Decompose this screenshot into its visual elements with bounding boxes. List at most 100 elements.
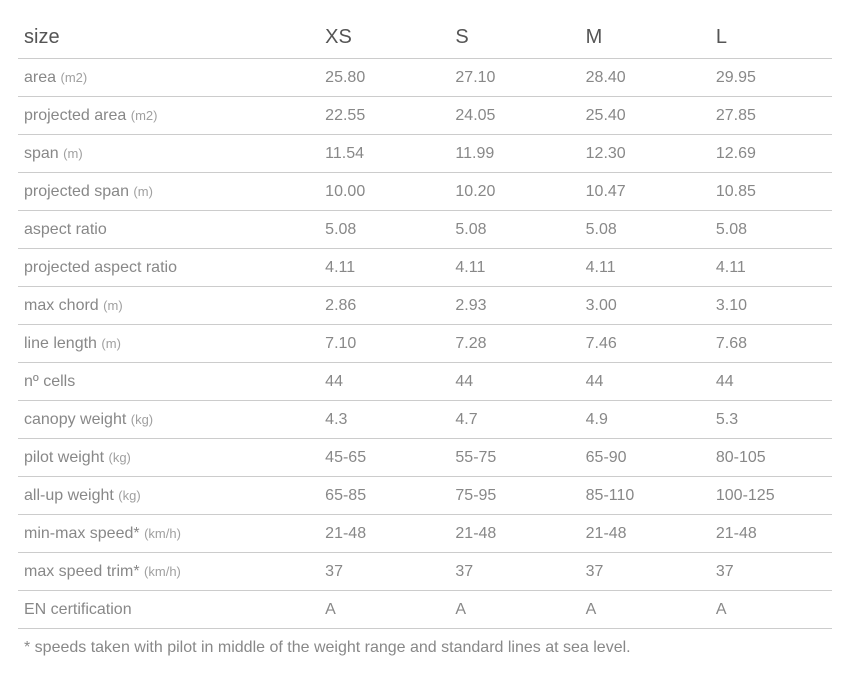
row-label-cell: canopy weight (kg) xyxy=(18,401,319,439)
cell: 7.10 xyxy=(319,325,449,363)
table-row: nº cells44444444 xyxy=(18,363,832,401)
table-row: max chord (m)2.862.933.003.10 xyxy=(18,287,832,325)
row-unit: (kg) xyxy=(131,412,153,427)
row-unit: (m) xyxy=(63,146,83,161)
cell: 5.08 xyxy=(449,211,579,249)
row-unit: (m2) xyxy=(131,108,158,123)
cell: 25.80 xyxy=(319,59,449,97)
cell: 55-75 xyxy=(449,439,579,477)
cell: 11.99 xyxy=(449,135,579,173)
row-label: min-max speed* xyxy=(24,525,140,542)
row-label-cell: line length (m) xyxy=(18,325,319,363)
footnote: * speeds taken with pilot in middle of t… xyxy=(18,629,832,657)
cell: 44 xyxy=(580,363,710,401)
cell: A xyxy=(710,591,832,629)
cell: 80-105 xyxy=(710,439,832,477)
cell: 37 xyxy=(319,553,449,591)
row-unit: (m2) xyxy=(60,70,87,85)
row-label-cell: max chord (m) xyxy=(18,287,319,325)
row-unit: (m) xyxy=(133,184,153,199)
row-unit: (kg) xyxy=(109,450,131,465)
table-row: all-up weight (kg)65-8575-9585-110100-12… xyxy=(18,477,832,515)
cell: 22.55 xyxy=(319,97,449,135)
table-row: line length (m)7.107.287.467.68 xyxy=(18,325,832,363)
cell: 37 xyxy=(449,553,579,591)
row-label-cell: max speed trim* (km/h) xyxy=(18,553,319,591)
row-label: all-up weight xyxy=(24,487,114,504)
row-label: span xyxy=(24,145,59,162)
table-header-row: size XS S M L xyxy=(18,16,832,59)
cell: A xyxy=(319,591,449,629)
row-unit: (km/h) xyxy=(144,526,181,541)
cell: 4.11 xyxy=(580,249,710,287)
cell: 44 xyxy=(449,363,579,401)
size-header: M xyxy=(580,16,710,59)
table-row: projected span (m)10.0010.2010.4710.85 xyxy=(18,173,832,211)
row-label: projected area xyxy=(24,107,126,124)
row-label: EN certification xyxy=(24,601,132,618)
cell: 2.93 xyxy=(449,287,579,325)
row-label: pilot weight xyxy=(24,449,104,466)
cell: 44 xyxy=(319,363,449,401)
cell: 27.10 xyxy=(449,59,579,97)
table-row: pilot weight (kg) 45-6555-7565-9080-105 xyxy=(18,439,832,477)
cell: 7.68 xyxy=(710,325,832,363)
row-label: nº cells xyxy=(24,373,75,390)
cell: 4.11 xyxy=(449,249,579,287)
table-row: projected aspect ratio4.114.114.114.11 xyxy=(18,249,832,287)
row-label: area xyxy=(24,69,56,86)
row-label: line length xyxy=(24,335,97,352)
row-label-cell: projected area (m2) xyxy=(18,97,319,135)
row-label-cell: nº cells xyxy=(18,363,319,401)
row-label: max chord xyxy=(24,297,99,314)
table-row: EN certificationAAAA xyxy=(18,591,832,629)
header-label: size xyxy=(18,16,319,59)
cell: 7.28 xyxy=(449,325,579,363)
cell: 45-65 xyxy=(319,439,449,477)
cell: 5.08 xyxy=(710,211,832,249)
cell: 12.30 xyxy=(580,135,710,173)
table-row: area (m2)25.8027.1028.4029.95 xyxy=(18,59,832,97)
cell: 65-90 xyxy=(580,439,710,477)
size-header: XS xyxy=(319,16,449,59)
row-label: max speed trim* xyxy=(24,563,140,580)
spec-table: size XS S M L area (m2)25.8027.1028.4029… xyxy=(18,16,832,629)
row-unit: (kg) xyxy=(118,488,140,503)
cell: 37 xyxy=(710,553,832,591)
table-row: span (m)11.5411.9912.3012.69 xyxy=(18,135,832,173)
cell: 10.47 xyxy=(580,173,710,211)
cell: 21-48 xyxy=(580,515,710,553)
row-label: aspect ratio xyxy=(24,221,107,238)
size-header: S xyxy=(449,16,579,59)
cell: 11.54 xyxy=(319,135,449,173)
cell: 75-95 xyxy=(449,477,579,515)
row-label-cell: EN certification xyxy=(18,591,319,629)
row-label-cell: span (m) xyxy=(18,135,319,173)
cell: 4.3 xyxy=(319,401,449,439)
table-row: min-max speed* (km/h)21-4821-4821-4821-4… xyxy=(18,515,832,553)
cell: 25.40 xyxy=(580,97,710,135)
cell: 5.08 xyxy=(580,211,710,249)
row-label-cell: all-up weight (kg) xyxy=(18,477,319,515)
row-label-cell: projected aspect ratio xyxy=(18,249,319,287)
cell: 3.00 xyxy=(580,287,710,325)
cell: 4.11 xyxy=(319,249,449,287)
cell: 27.85 xyxy=(710,97,832,135)
table-row: projected area (m2)22.5524.0525.4027.85 xyxy=(18,97,832,135)
row-unit: (km/h) xyxy=(144,564,181,579)
row-label-cell: area (m2) xyxy=(18,59,319,97)
cell: 21-48 xyxy=(449,515,579,553)
cell: 10.00 xyxy=(319,173,449,211)
cell: 2.86 xyxy=(319,287,449,325)
cell: 7.46 xyxy=(580,325,710,363)
cell: 24.05 xyxy=(449,97,579,135)
row-label: projected span xyxy=(24,183,129,200)
cell: 100-125 xyxy=(710,477,832,515)
cell: A xyxy=(449,591,579,629)
row-label: projected aspect ratio xyxy=(24,259,177,276)
cell: 85-110 xyxy=(580,477,710,515)
cell: 5.3 xyxy=(710,401,832,439)
size-header: L xyxy=(710,16,832,59)
cell: 12.69 xyxy=(710,135,832,173)
cell: 21-48 xyxy=(710,515,832,553)
